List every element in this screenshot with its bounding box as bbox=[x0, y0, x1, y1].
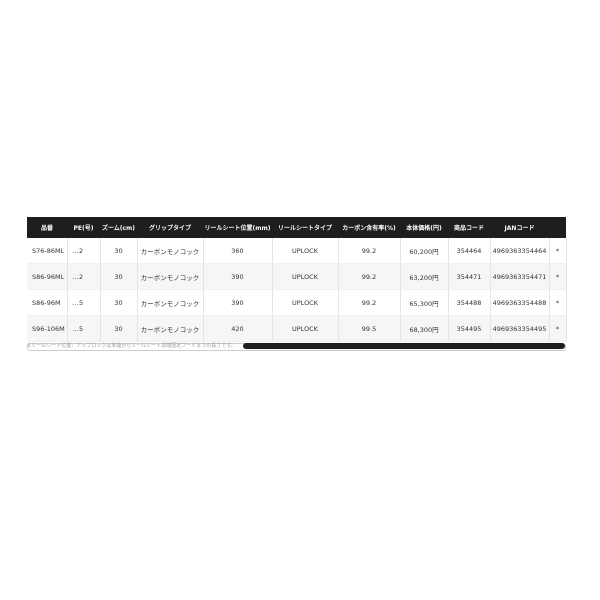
table-cell: 390 bbox=[203, 289, 273, 316]
table-cell: 4969363354488 bbox=[490, 289, 550, 316]
table-cell: UPLOCK bbox=[272, 263, 339, 290]
table-header-row: 品番 PE(号) ズーム(cm) グリップタイプ リールシート位置(mm) リールシートタ… bbox=[27, 217, 566, 238]
column-header: PE(号) bbox=[67, 217, 100, 238]
table-row: S96-106M …5 30 カーボンモノコック 420 UPLOCK 99.5 68,300… bbox=[27, 315, 567, 342]
spec-table-container: 品番 PE(号) ズーム(cm) グリップタイプ リールシート位置(mm) リールシートタ… bbox=[27, 217, 567, 351]
column-header: リールシートタイプ bbox=[272, 217, 338, 238]
table-cell: * bbox=[549, 315, 567, 342]
table-row: S76-86ML …2 30 カーボンモノコック 360 UPLOCK 99.2 60,200… bbox=[27, 238, 567, 264]
table-cell: 390 bbox=[203, 263, 273, 290]
table-cell: 30 bbox=[100, 238, 138, 264]
table-cell: S96-106M bbox=[27, 315, 68, 342]
table-cell: * bbox=[549, 263, 567, 290]
table-cell: 4969363354464 bbox=[490, 238, 550, 264]
table-cell: 30 bbox=[100, 263, 138, 290]
table-cell: 63,200円 bbox=[400, 263, 449, 290]
table-cell: UPLOCK bbox=[272, 289, 339, 316]
table-cell: カーボンモノコック bbox=[137, 263, 204, 290]
table-cell: 360 bbox=[203, 238, 273, 264]
column-header: 本体価格(円) bbox=[400, 217, 448, 238]
table-cell: 99.5 bbox=[338, 315, 401, 342]
column-header: リールシート位置(mm) bbox=[203, 217, 272, 238]
column-header: ズーム(cm) bbox=[100, 217, 137, 238]
table-cell: …2 bbox=[67, 238, 101, 264]
table-cell: カーボンモノコック bbox=[137, 315, 204, 342]
column-header: 商品コード bbox=[448, 217, 490, 238]
table-cell: * bbox=[549, 238, 567, 264]
table-cell: 60,200円 bbox=[400, 238, 449, 264]
spec-table: 品番 PE(号) ズーム(cm) グリップタイプ リールシート位置(mm) リールシートタ… bbox=[27, 217, 567, 342]
table-cell: S86-96ML bbox=[27, 263, 68, 290]
table-row: S86-96ML …2 30 カーボンモノコック 390 UPLOCK 99.2 63,200… bbox=[27, 263, 567, 290]
scrollbar-thumb[interactable] bbox=[242, 343, 565, 349]
table-row: S86-96M …5 30 カーボンモノコック 390 UPLOCK 99.2 65,300円… bbox=[27, 289, 567, 316]
table-cell: カーボンモノコック bbox=[137, 238, 204, 264]
table-cell: …5 bbox=[67, 289, 101, 316]
table-cell: 354471 bbox=[448, 263, 491, 290]
column-header bbox=[549, 217, 566, 238]
table-cell: UPLOCK bbox=[272, 315, 339, 342]
table-cell: S76-86ML bbox=[27, 238, 68, 264]
table-cell: …2 bbox=[67, 263, 101, 290]
horizontal-scrollbar[interactable] bbox=[27, 343, 566, 351]
column-header: 品番 bbox=[27, 217, 67, 238]
table-cell: 30 bbox=[100, 289, 138, 316]
table-cell: UPLOCK bbox=[272, 238, 339, 264]
table-cell: S86-96M bbox=[27, 289, 68, 316]
table-cell: * bbox=[549, 289, 567, 316]
table-cell: 99.2 bbox=[338, 263, 401, 290]
table-cell: 4969363354471 bbox=[490, 263, 550, 290]
table-cell: 30 bbox=[100, 315, 138, 342]
table-cell: 99.2 bbox=[338, 289, 401, 316]
table-cell: …5 bbox=[67, 315, 101, 342]
table-cell: 420 bbox=[203, 315, 273, 342]
table-cell: 354495 bbox=[448, 315, 491, 342]
column-header: カーボン含有率(%) bbox=[338, 217, 400, 238]
table-cell: 4969363354495 bbox=[490, 315, 550, 342]
table-cell: 68,300円 bbox=[400, 315, 449, 342]
table-cell: 65,300円 bbox=[400, 289, 449, 316]
column-header: グリップタイプ bbox=[137, 217, 203, 238]
footnote: ※リールシート位置：アップロックは末端からリールシート前端固定フードまでの長さで… bbox=[27, 343, 236, 349]
table-cell: 354464 bbox=[448, 238, 491, 264]
table-cell: 354488 bbox=[448, 289, 491, 316]
column-header: JANコード bbox=[490, 217, 549, 238]
table-cell: 99.2 bbox=[338, 238, 401, 264]
table-cell: カーボンモノコック bbox=[137, 289, 204, 316]
